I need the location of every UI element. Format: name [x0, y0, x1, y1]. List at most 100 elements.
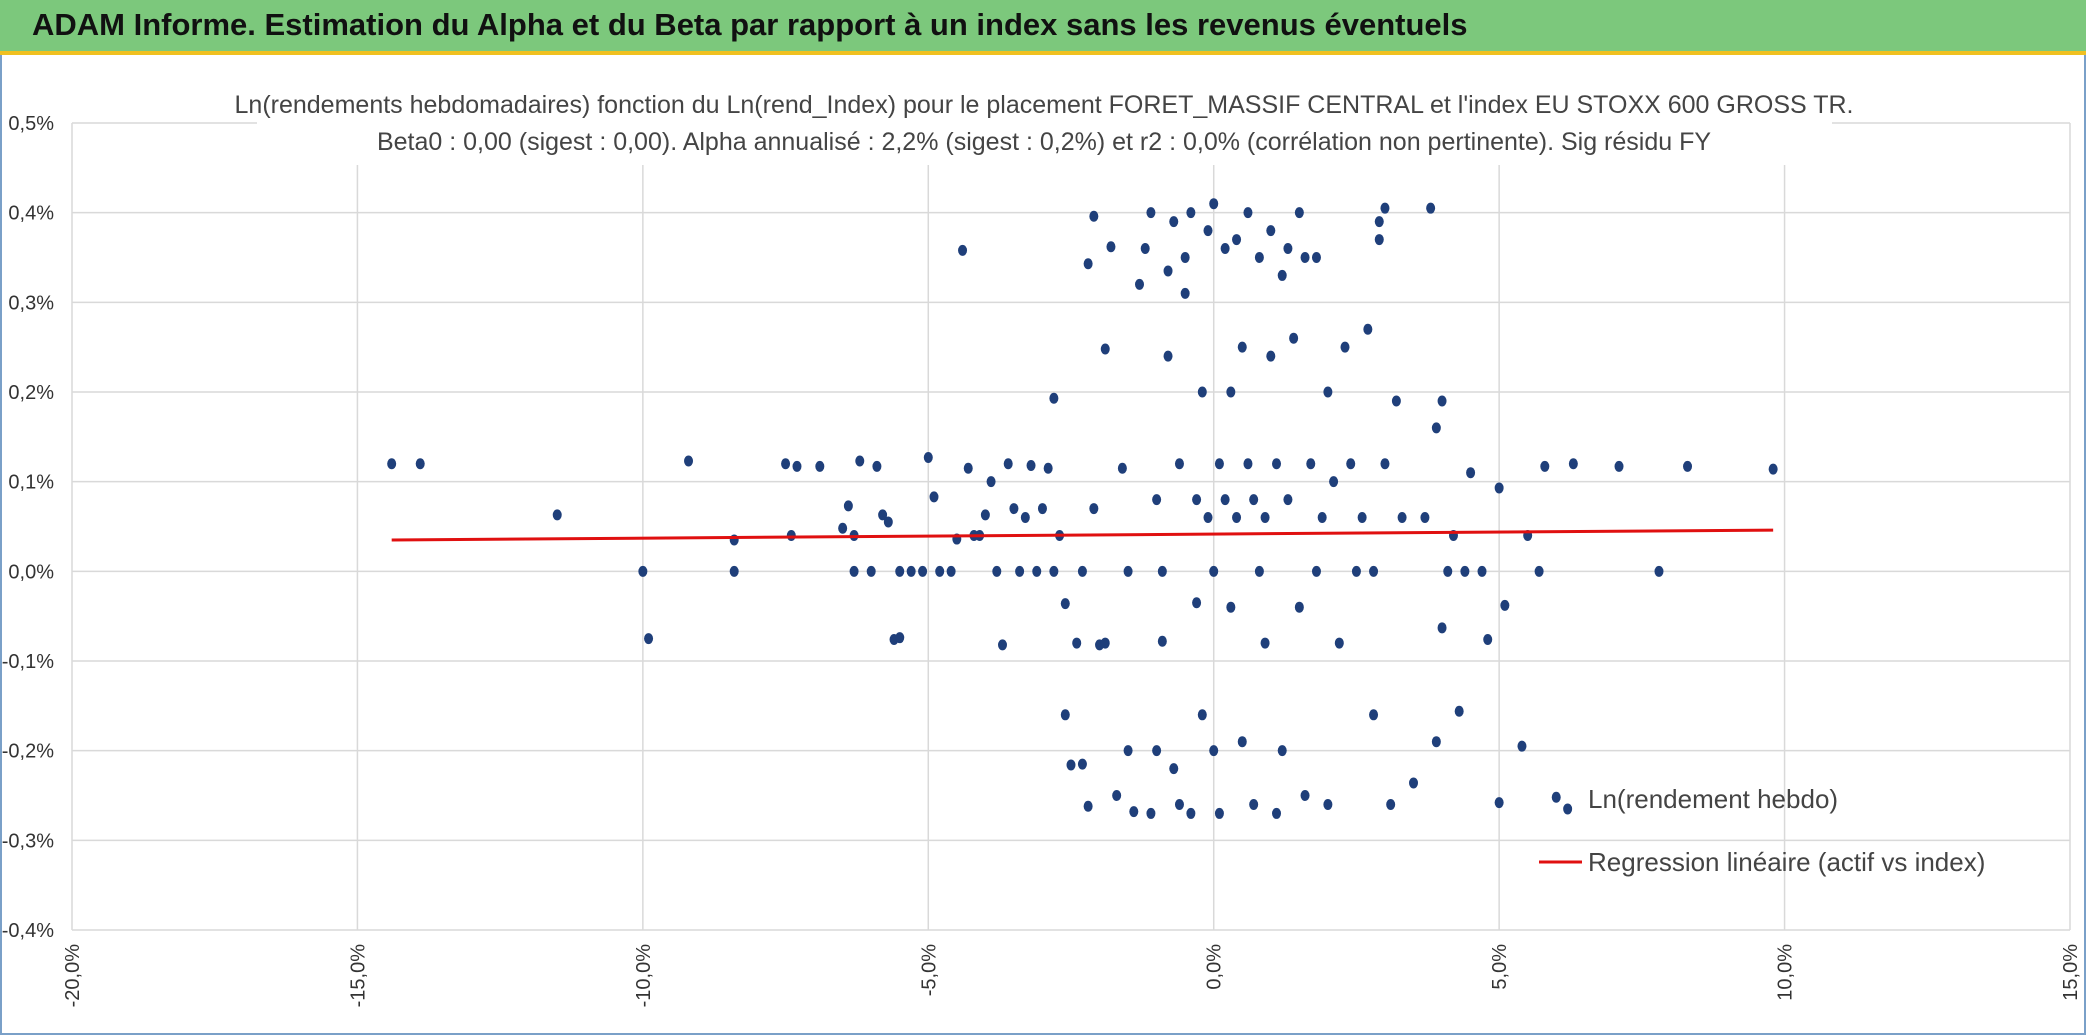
grid: [71, 122, 2071, 931]
y-tick-label: 0,3%: [8, 292, 54, 314]
data-point: [1369, 565, 1379, 577]
data-point: [1106, 241, 1116, 253]
data-point: [1249, 798, 1259, 810]
x-tick-label: 15,0%: [2060, 944, 2082, 1001]
data-point: [883, 516, 893, 528]
data-point: [1146, 807, 1156, 819]
y-tick-label: 0,1%: [8, 472, 54, 494]
data-point: [1340, 341, 1350, 353]
chart-subtitle: Beta0 : 0,00 (sigest : 0,00). Alpha annu…: [377, 128, 1711, 156]
data-point: [1026, 460, 1036, 472]
data-point: [1483, 633, 1493, 645]
data-point: [1397, 512, 1407, 524]
x-tick-label: -10,0%: [633, 944, 655, 1008]
data-point: [866, 565, 876, 577]
data-point: [1060, 709, 1070, 721]
x-tick-label: 5,0%: [1489, 944, 1511, 990]
data-point: [986, 476, 996, 488]
data-point: [1363, 323, 1373, 335]
regression-layer: [391, 528, 1774, 542]
data-point: [1232, 234, 1242, 246]
data-point: [1409, 777, 1419, 789]
data-point: [1300, 252, 1310, 263]
data-point: [1077, 565, 1087, 577]
data-point: [997, 639, 1007, 651]
data-point: [1077, 758, 1087, 770]
data-point: [1277, 269, 1287, 281]
x-tick-label: -5,0%: [918, 944, 940, 996]
page-title: ADAM Informe. Estimation du Alpha et du …: [32, 7, 1468, 42]
data-point: [1100, 343, 1110, 355]
data-point: [1300, 790, 1310, 801]
data-point: [1180, 252, 1190, 263]
data-point: [1237, 341, 1247, 353]
data-point: [1243, 207, 1253, 219]
data-point: [1003, 458, 1013, 470]
data-point: [1180, 287, 1190, 299]
data-point: [855, 455, 865, 467]
data-point: [1494, 482, 1504, 494]
y-tick-label: 0,2%: [8, 382, 54, 404]
data-point: [1351, 565, 1361, 577]
data-point: [552, 509, 562, 521]
data-point: [1391, 395, 1401, 407]
data-point: [918, 565, 928, 577]
header-banner: ADAM Informe. Estimation du Alpha et du …: [0, 0, 2086, 55]
y-axis-ticks: 0,5% 0,4% 0,3% 0,2% 0,1% 0,0% -0,1% -0,2% -0,3% -…: [2, 113, 54, 942]
data-point: [1174, 458, 1184, 470]
data-point: [1214, 807, 1224, 819]
data-point: [1186, 807, 1196, 819]
data-point: [1083, 258, 1093, 270]
data-point: [1020, 512, 1030, 524]
data-point: [1540, 460, 1550, 472]
data-point: [935, 565, 945, 577]
data-point: [1032, 565, 1042, 577]
data-point: [1192, 597, 1202, 609]
data-point: [929, 491, 939, 503]
data-point: [1015, 565, 1025, 577]
data-point: [1289, 332, 1299, 344]
x-tick-label: 10,0%: [1775, 944, 1797, 1001]
data-point: [1197, 386, 1207, 398]
data-point: [1283, 494, 1293, 506]
data-point: [1112, 790, 1122, 801]
data-point: [1254, 565, 1264, 577]
data-point: [1266, 225, 1276, 237]
data-point: [1123, 745, 1133, 757]
data-point: [1380, 202, 1390, 214]
data-point: [1380, 458, 1390, 470]
y-tick-label: -0,4%: [2, 920, 54, 942]
data-point: [1157, 565, 1167, 577]
data-point: [1072, 637, 1082, 649]
x-tick-label: -15,0%: [347, 944, 369, 1008]
data-point: [1186, 207, 1196, 219]
data-point: [1317, 512, 1327, 524]
data-point: [781, 458, 791, 470]
data-point: [946, 565, 956, 577]
data-point: [1169, 763, 1179, 775]
data-point: [1049, 565, 1059, 577]
chart-title: Ln(rendements hebdomadaires) fonction du…: [235, 91, 1854, 119]
data-point: [415, 458, 425, 470]
data-point: [1437, 395, 1447, 407]
legend-label-scatter: Ln(rendement hebdo): [1588, 784, 1838, 814]
data-point: [963, 462, 973, 474]
data-point: [792, 460, 802, 472]
data-point: [1117, 462, 1127, 474]
data-point: [1272, 458, 1282, 470]
data-points: [387, 198, 1778, 819]
data-point: [1226, 386, 1236, 398]
data-point: [906, 565, 916, 577]
data-point: [1283, 243, 1293, 255]
data-point: [1357, 512, 1367, 524]
data-point: [1311, 252, 1321, 263]
data-point: [1431, 736, 1441, 748]
chart-frame: 0,5% 0,4% 0,3% 0,2% 0,1% 0,0% -0,1% -0,2% -0,3% -…: [0, 55, 2086, 1035]
data-point: [1329, 476, 1339, 488]
data-point: [1346, 458, 1356, 470]
regression-line: [391, 528, 1774, 542]
data-point: [1174, 798, 1184, 810]
data-point: [1220, 243, 1230, 255]
data-point: [1203, 512, 1213, 524]
data-point: [1083, 800, 1093, 812]
